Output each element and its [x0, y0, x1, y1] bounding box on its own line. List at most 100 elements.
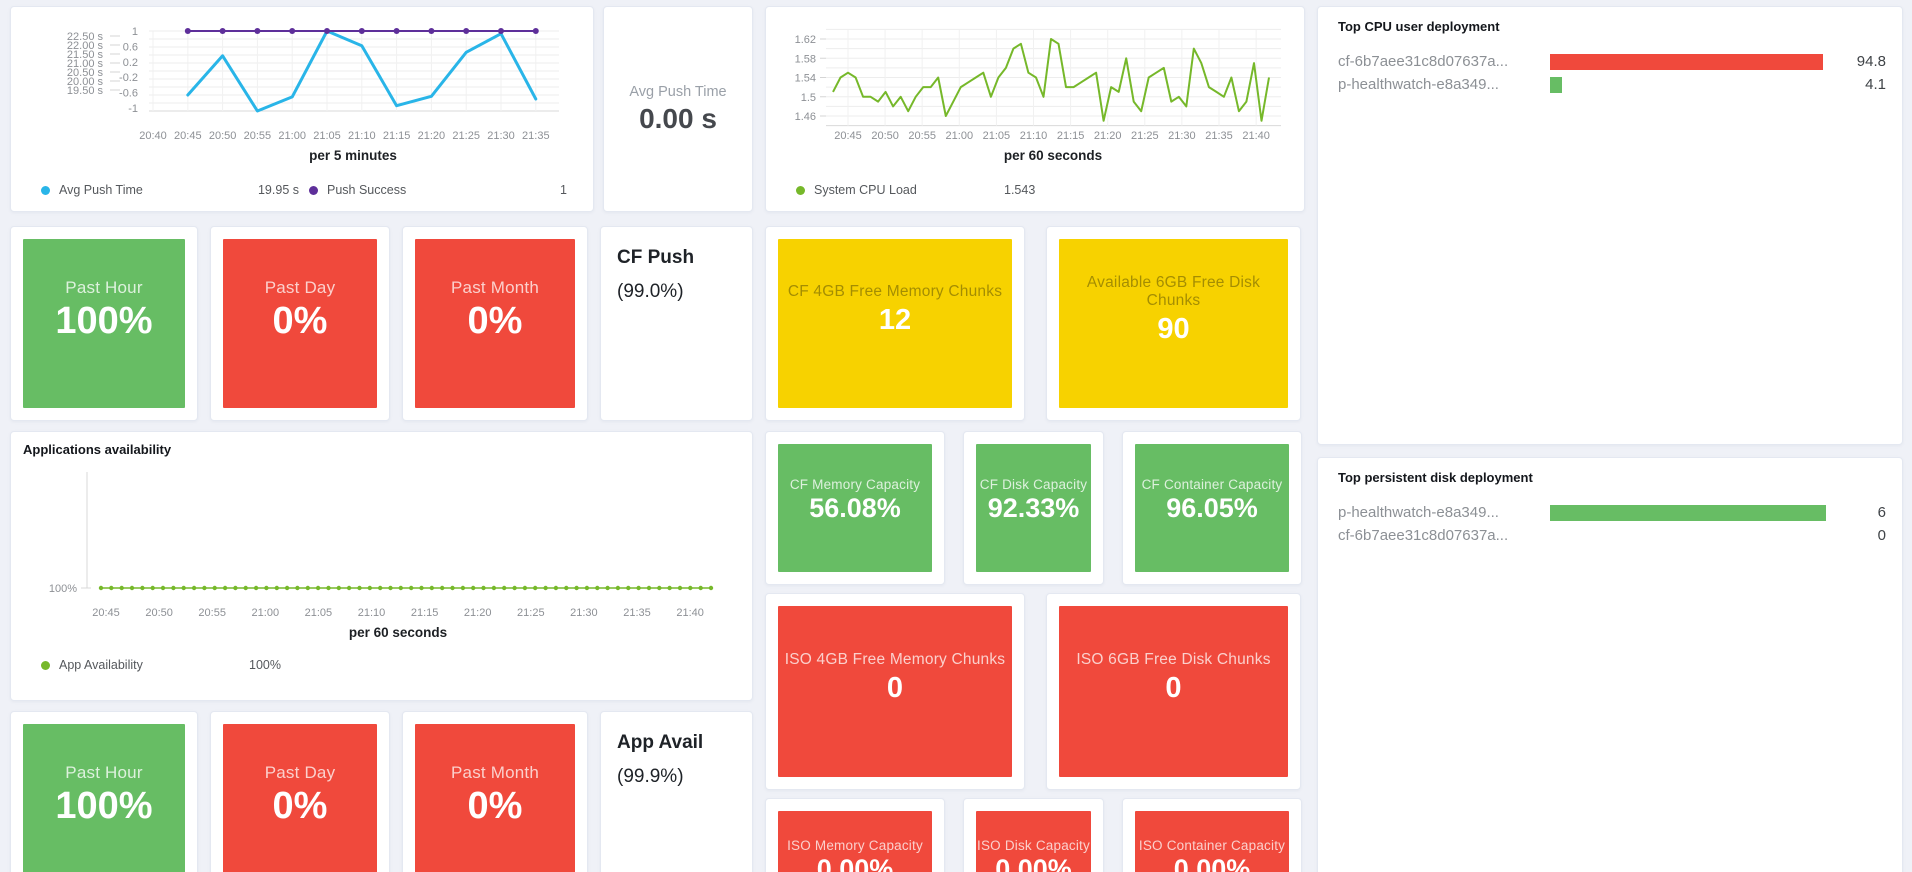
- panel-app-avail-past-month: Past Month 0%: [402, 711, 588, 872]
- legend-value: 1: [560, 183, 567, 197]
- bar-row-healthwatch-deployment: p-healthwatch-e8a349... 4.1: [1318, 73, 1902, 96]
- svg-text:20:45: 20:45: [174, 130, 202, 142]
- bar-track: [1550, 53, 1826, 70]
- svg-text:21:25: 21:25: [517, 607, 545, 619]
- series-dot-avg-push-time: [41, 185, 50, 195]
- stat-value: 0%: [467, 784, 523, 827]
- svg-text:1.5: 1.5: [801, 92, 816, 104]
- svg-text:22.00 s: 22.00 s: [67, 40, 104, 52]
- svg-text:21:10: 21:10: [348, 130, 376, 142]
- series-dot-app-availability: [41, 660, 50, 670]
- stat-label: Past Month: [451, 277, 539, 297]
- svg-text:21:15: 21:15: [1057, 130, 1085, 142]
- panel-applications-availability: Applications availability 100% 20:45 20:50…: [10, 431, 753, 701]
- svg-text:21:25: 21:25: [452, 130, 480, 142]
- stat-label: CF 4GB Free Memory Chunks: [787, 283, 1003, 301]
- stat-tile-past-month[interactable]: Past Month 0%: [415, 724, 575, 872]
- stat-tile-iso-memory-capacity[interactable]: ISO Memory Capacity 0.00%: [778, 811, 932, 872]
- bar-track: [1550, 504, 1826, 521]
- panel-app-avail-label: App Avail (99.9%): [600, 711, 753, 872]
- bar-fill: [1550, 76, 1562, 93]
- stat-label: ISO 4GB Free Memory Chunks: [784, 651, 1006, 669]
- stat-label: Past Day: [264, 762, 336, 782]
- legend-entry-avg-push-time[interactable]: Avg Push Time 19.95 s: [41, 183, 309, 197]
- svg-text:21:20: 21:20: [464, 607, 492, 619]
- stat-tile-cf-memory-chunks[interactable]: CF 4GB Free Memory Chunks 12: [778, 239, 1012, 408]
- app-availability-chart: 100% 20:45 20:50 20:55 21:00 21:05 21:10 21:15 2…: [49, 472, 714, 640]
- stat-label: CF Memory Capacity: [789, 477, 921, 493]
- stat-value: 100%: [55, 299, 153, 342]
- stat-tile-past-month[interactable]: Past Month 0%: [415, 239, 575, 408]
- stat-value: 92.33%: [987, 493, 1080, 524]
- svg-text:21:05: 21:05: [983, 130, 1011, 142]
- svg-text:-1: -1: [128, 103, 138, 115]
- stat-tile-past-day[interactable]: Past Day 0%: [223, 239, 377, 408]
- stat-tile-past-hour[interactable]: Past Hour 100%: [23, 724, 185, 872]
- bar-gauge-rows: p-healthwatch-e8a349... 6 cf-6b7aee31c8d…: [1318, 501, 1902, 547]
- stat-value: 0.00%: [995, 854, 1072, 872]
- panel-cf-memory-capacity: CF Memory Capacity 56.08%: [765, 431, 945, 585]
- legend-entry-app-availability[interactable]: App Availability 100%: [41, 658, 281, 672]
- stat-value: 0.00 s: [639, 102, 717, 134]
- panel-cf-push-past-hour: Past Hour 100%: [10, 226, 198, 421]
- legend-value: 19.95 s: [257, 183, 299, 197]
- svg-text:per 5 minutes: per 5 minutes: [309, 148, 397, 163]
- stat-label: ISO Memory Capacity: [787, 838, 923, 854]
- svg-text:0.2: 0.2: [123, 57, 138, 69]
- svg-text:21.00 s: 21.00 s: [67, 58, 104, 70]
- stat-tile-iso-disk-capacity[interactable]: ISO Disk Capacity 0.00%: [976, 811, 1091, 872]
- stat-tile-iso-memory-chunks[interactable]: ISO 4GB Free Memory Chunks 0: [778, 606, 1012, 777]
- legend-value: 100%: [249, 658, 281, 672]
- svg-text:20:45: 20:45: [834, 130, 862, 142]
- bar-value: 0: [1877, 527, 1886, 544]
- svg-text:20.50 s: 20.50 s: [67, 67, 104, 79]
- system-cpu-chart: 20:45 20:50 20:55 21:00 21:05 21:10 21:15 21:20…: [795, 28, 1281, 163]
- svg-text:21:00: 21:00: [252, 607, 280, 619]
- bar-fill: [1550, 504, 1826, 521]
- svg-text:20.00 s: 20.00 s: [67, 76, 104, 88]
- svg-text:21:35: 21:35: [623, 607, 651, 619]
- svg-text:22.50 s: 22.50 s: [67, 31, 104, 43]
- stat-tile-cf-memory-capacity[interactable]: CF Memory Capacity 56.08%: [778, 444, 932, 572]
- deployment-name: cf-6b7aee31c8d07637a...: [1338, 527, 1509, 544]
- push-chart-legend: Avg Push Time 19.95 s Push Success 1: [41, 183, 577, 197]
- stat-value: 0%: [467, 299, 523, 342]
- svg-text:21:05: 21:05: [313, 130, 341, 142]
- svg-text:21:40: 21:40: [676, 607, 704, 619]
- legend-value: 1.543: [1004, 183, 1036, 197]
- panel-iso-4gb-free-memory-chunks: ISO 4GB Free Memory Chunks 0: [765, 593, 1025, 790]
- panel-avg-push-time: Avg Push Time 0.00 s: [603, 6, 753, 212]
- stat-tile-cf-container-capacity[interactable]: CF Container Capacity 96.05%: [1135, 444, 1289, 572]
- stat-tile-disk-chunks[interactable]: Available 6GB Free Disk Chunks 90: [1059, 239, 1288, 408]
- stat-label: ISO Container Capacity: [1138, 838, 1286, 854]
- svg-text:20:50: 20:50: [145, 607, 173, 619]
- bar-track: [1550, 528, 1826, 544]
- panel-iso-container-capacity: ISO Container Capacity 0.00%: [1122, 798, 1302, 872]
- stat-label: Available 6GB Free Disk Chunks: [1086, 274, 1261, 310]
- svg-text:20:50: 20:50: [209, 130, 237, 142]
- panel-app-avail-past-day: Past Day 0%: [210, 711, 390, 872]
- panel-iso-memory-capacity: ISO Memory Capacity 0.00%: [765, 798, 945, 872]
- svg-text:21:00: 21:00: [946, 130, 974, 142]
- legend-entry-system-cpu-load[interactable]: System CPU Load 1.543: [796, 183, 1035, 197]
- svg-text:21:30: 21:30: [487, 130, 515, 142]
- stat-tile-iso-disk-chunks[interactable]: ISO 6GB Free Disk Chunks 0: [1059, 606, 1288, 777]
- legend-entry-push-success[interactable]: Push Success 1: [309, 183, 577, 197]
- svg-text:20:55: 20:55: [908, 130, 936, 142]
- stat-tile-past-day[interactable]: Past Day 0%: [223, 724, 377, 872]
- legend-label: System CPU Load: [814, 183, 917, 197]
- panel-available-6gb-free-disk-chunks: Available 6GB Free Disk Chunks 90: [1046, 226, 1301, 421]
- svg-text:per 60 seconds: per 60 seconds: [349, 625, 447, 640]
- stat-value: 0.00%: [816, 854, 894, 872]
- stat-tile-past-hour[interactable]: Past Hour 100%: [23, 239, 185, 408]
- stat-tile-iso-container-capacity[interactable]: ISO Container Capacity 0.00%: [1135, 811, 1289, 872]
- stat-value: 56.08%: [809, 493, 901, 524]
- cpu-chart-legend: System CPU Load 1.543: [796, 183, 1288, 197]
- panel-title: Top persistent disk deployment: [1338, 470, 1533, 485]
- stat-label: ISO 6GB Free Disk Chunks: [1076, 651, 1271, 669]
- legend-label: Avg Push Time: [59, 183, 143, 197]
- stat-tile-cf-disk-capacity[interactable]: CF Disk Capacity 92.33%: [976, 444, 1091, 572]
- stat-value: 96.05%: [1166, 493, 1258, 524]
- stat-value: 0%: [272, 784, 328, 827]
- svg-text:21:15: 21:15: [383, 130, 411, 142]
